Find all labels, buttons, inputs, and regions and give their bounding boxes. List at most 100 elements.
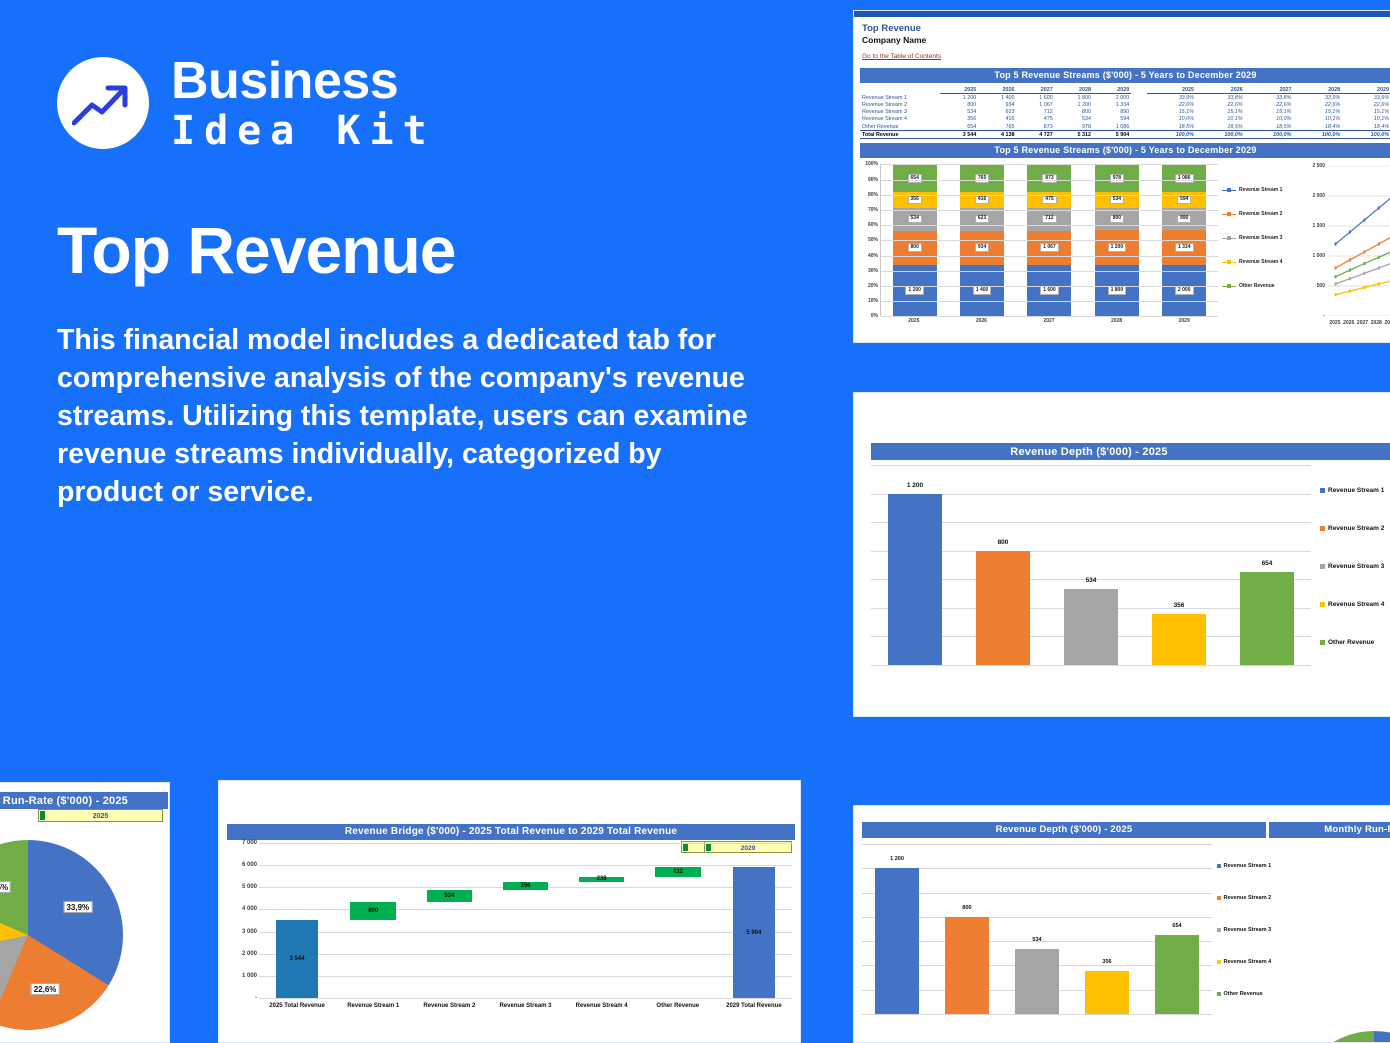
sheet-top-strip xyxy=(854,11,1390,17)
legend-label: Revenue Stream 2 xyxy=(1223,895,1272,901)
year-selector-left[interactable]: 2025 xyxy=(38,809,163,822)
segment-value: 623 xyxy=(974,214,990,224)
x-tick: 2029 xyxy=(1384,320,1390,327)
segment-value: 873 xyxy=(1042,174,1057,183)
stacked-segment: 2 000 xyxy=(1162,264,1207,317)
segment-value: 356 xyxy=(907,195,922,205)
spreadsheet-top-card: Top Revenue Company Name Go to the Table… xyxy=(853,10,1390,343)
legend-swatch xyxy=(1320,525,1325,531)
gridline xyxy=(862,892,1212,894)
y-tick: 5 000 xyxy=(241,884,257,891)
bridge-x-axis: 2025 Total Revenue Revenue Stream 1 Revenu… xyxy=(259,1003,792,1009)
waterfall-value: 3 544 xyxy=(289,955,305,962)
stacked-segment: 654 xyxy=(892,164,937,193)
table-of-contents-link[interactable]: Go to the Table of Contents xyxy=(862,53,942,60)
col-year-pct: 2026 xyxy=(1195,86,1245,95)
revenue-depth-legend: Revenue Stream 1 Revenue Stream 2 Revenue … xyxy=(1320,471,1390,661)
y-tick: - xyxy=(1323,313,1325,320)
top-charts-row: 0% 10% 20% 30% 40% 50% 60% 70% 80% 90% 100% 654 356… xyxy=(854,160,1390,342)
x-tick: 2028 xyxy=(1111,318,1123,325)
table-row: Revenue Stream 3 534 623 712 800 890 15,1% 15,1… xyxy=(862,109,1389,116)
x-tick: Revenue Stream 3 xyxy=(499,1003,552,1009)
segment-value: 712 xyxy=(1042,214,1057,224)
bar-value-label: 654 xyxy=(1172,922,1182,929)
stacked-segment: 475 xyxy=(1027,192,1072,208)
legend-swatch xyxy=(1217,864,1221,868)
stacked-segment: 1 600 xyxy=(1027,264,1072,317)
stacked-segment: 356 xyxy=(892,192,937,208)
segment-value: 534 xyxy=(907,214,922,224)
legend-swatch xyxy=(1320,563,1325,569)
segment-value: 654 xyxy=(907,174,922,183)
stacked-segment: 416 xyxy=(960,192,1005,208)
segment-value: 800 xyxy=(1109,214,1125,224)
br-depth-legend: Revenue Stream 1 Revenue Stream 2 Revenue … xyxy=(1217,850,1287,1010)
stacked-segment: 623 xyxy=(960,207,1005,231)
segment-value: 765 xyxy=(974,174,990,183)
segment-value: 934 xyxy=(974,243,990,252)
col-year: 2027 xyxy=(1016,86,1055,95)
x-tick: 2027 xyxy=(1043,318,1055,325)
bar-value-label: 800 xyxy=(997,538,1009,546)
y-tick: 2 000 xyxy=(1312,193,1325,200)
page-description: This financial model includes a dedicate… xyxy=(57,324,748,508)
gridline xyxy=(259,953,792,955)
stacked-segment: 934 xyxy=(960,230,1005,265)
waterfall-delta-bar: 534 xyxy=(426,890,473,902)
col-year-pct: 2025 xyxy=(1147,86,1196,95)
waterfall-value: 5 904 xyxy=(746,929,762,936)
revenue-depth-title: Revenue Depth ($'000) - 2025 xyxy=(871,443,1390,460)
stacked-segment: 765 xyxy=(960,164,1005,193)
waterfall-delta-bar: 432 xyxy=(654,867,701,877)
segment-value: 978 xyxy=(1109,174,1125,183)
pie-slice-label: 33,9% xyxy=(63,901,93,914)
stacked-segment: 534 xyxy=(892,207,937,231)
bridge-year-to[interactable]: 2029 xyxy=(704,841,792,853)
legend-item: Revenue Stream 3 xyxy=(1320,547,1390,585)
legend-label: Revenue Stream 2 xyxy=(1239,211,1283,218)
y-tick: - xyxy=(255,995,257,1001)
table-header-row: 2025 2026 2027 2028 2029 2025 2026 2027 2028 2029 xyxy=(860,86,1390,95)
waterfall-delta-bar: 238 xyxy=(578,876,625,883)
y-tick: 90% xyxy=(867,176,878,183)
col-year: 2026 xyxy=(978,86,1017,95)
pie-slice-label: 22,6% xyxy=(30,983,60,996)
x-tick: Revenue Stream 4 xyxy=(575,1003,628,1009)
y-tick: 1 000 xyxy=(1312,253,1325,260)
segment-value: 1 800 xyxy=(1107,286,1127,295)
legend-item: Other Revenue xyxy=(1222,274,1300,298)
bar-value-label: 534 xyxy=(1032,937,1042,944)
stacked-segment: 1 200 xyxy=(892,264,937,317)
col-year-pct: 2027 xyxy=(1244,86,1294,95)
bottom-right-card: Revenue Depth ($'000) - 2025 Monthly Run… xyxy=(853,805,1390,1043)
segment-value: 475 xyxy=(1042,195,1057,205)
bar-column: 356 xyxy=(1085,959,1129,1014)
legend-item: Revenue Stream 4 xyxy=(1320,585,1390,623)
x-tick: 2026 xyxy=(975,318,987,325)
y-tick: 1 000 xyxy=(241,972,257,979)
gridline xyxy=(259,931,792,933)
waterfall-value: 238 xyxy=(596,876,607,883)
legend-label: Revenue Stream 2 xyxy=(1328,524,1385,532)
segment-value: 594 xyxy=(1177,195,1192,205)
legend-item: Revenue Stream 3 xyxy=(1222,226,1300,250)
pie-disc xyxy=(0,840,123,1030)
bar-column: 800 xyxy=(945,905,989,1014)
stacked-bar: 654 356 534 800 1 200 xyxy=(892,164,937,317)
y-tick: 70% xyxy=(867,206,878,213)
gridline xyxy=(881,270,1218,272)
segment-value: 1 400 xyxy=(972,286,992,295)
y-tick: 1 500 xyxy=(1312,223,1325,230)
legend-line-icon xyxy=(1222,235,1236,240)
bar-column: 800 xyxy=(975,539,1031,665)
legend-item: Revenue Stream 4 xyxy=(1222,250,1300,274)
stacked-segment: 1 334 xyxy=(1162,230,1207,265)
waterfall-value: 534 xyxy=(444,892,455,899)
y-tick: 50% xyxy=(867,237,878,244)
col-year: 2028 xyxy=(1054,86,1093,95)
waterfall-total-bar: 5 904 xyxy=(732,867,776,998)
stacked-segment: 890 xyxy=(1162,207,1207,231)
